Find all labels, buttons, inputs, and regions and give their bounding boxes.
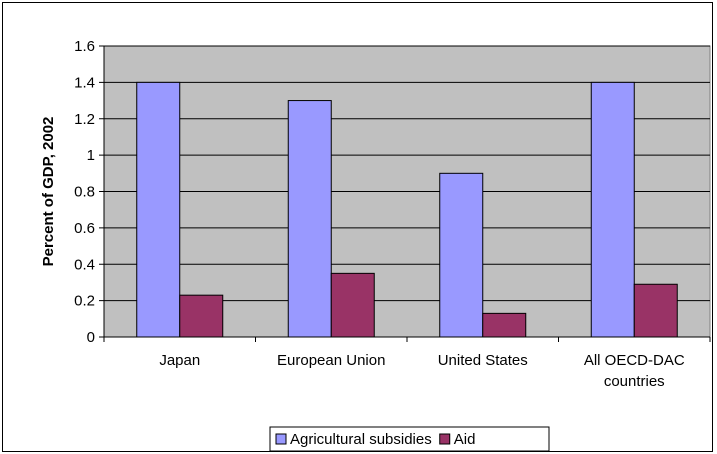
bar-agricultural-subsidies	[590, 81, 635, 338]
legend-swatch-aid	[439, 433, 451, 445]
bar-aid	[179, 294, 224, 338]
y-tick-label: 0.8	[74, 184, 95, 201]
bar-aid	[633, 283, 678, 338]
bar-aid	[330, 272, 375, 338]
legend-label-agricultural-subsidies: Agricultural subsidies	[290, 431, 432, 448]
bar-agricultural-subsidies	[439, 172, 484, 338]
y-tick-label: 0.2	[74, 293, 95, 310]
bar-agricultural-subsidies	[287, 100, 332, 338]
y-tick-label: 0.6	[74, 220, 95, 237]
x-tick-label: Japan	[159, 352, 200, 369]
x-tick-label: European Union	[277, 352, 385, 369]
legend-swatch-agricultural-subsidies	[275, 433, 287, 445]
bar-agricultural-subsidies	[136, 81, 181, 338]
y-tick-label: 0	[87, 329, 95, 346]
bar-aid	[482, 312, 527, 338]
y-tick-label: 1.2	[74, 111, 95, 128]
x-tick-label: All OECD-DAC	[584, 352, 685, 369]
bar-chart: 0 0.2 0.4 0.6 0.8 1 1.2 1.4 1.6 Japan European Uni…	[40, 38, 711, 452]
y-tick-label: 0.4	[74, 256, 95, 273]
x-tick-label: United States	[438, 352, 528, 369]
y-tick-label: 1	[87, 147, 95, 164]
x-tick-label: countries	[604, 373, 665, 390]
y-tick-label: 1.6	[74, 38, 95, 55]
legend-label-aid: Aid	[454, 431, 476, 448]
y-axis-title: Percent of GDP, 2002	[40, 117, 57, 267]
legend-box	[269, 426, 550, 452]
y-tick-label: 1.4	[74, 74, 95, 91]
